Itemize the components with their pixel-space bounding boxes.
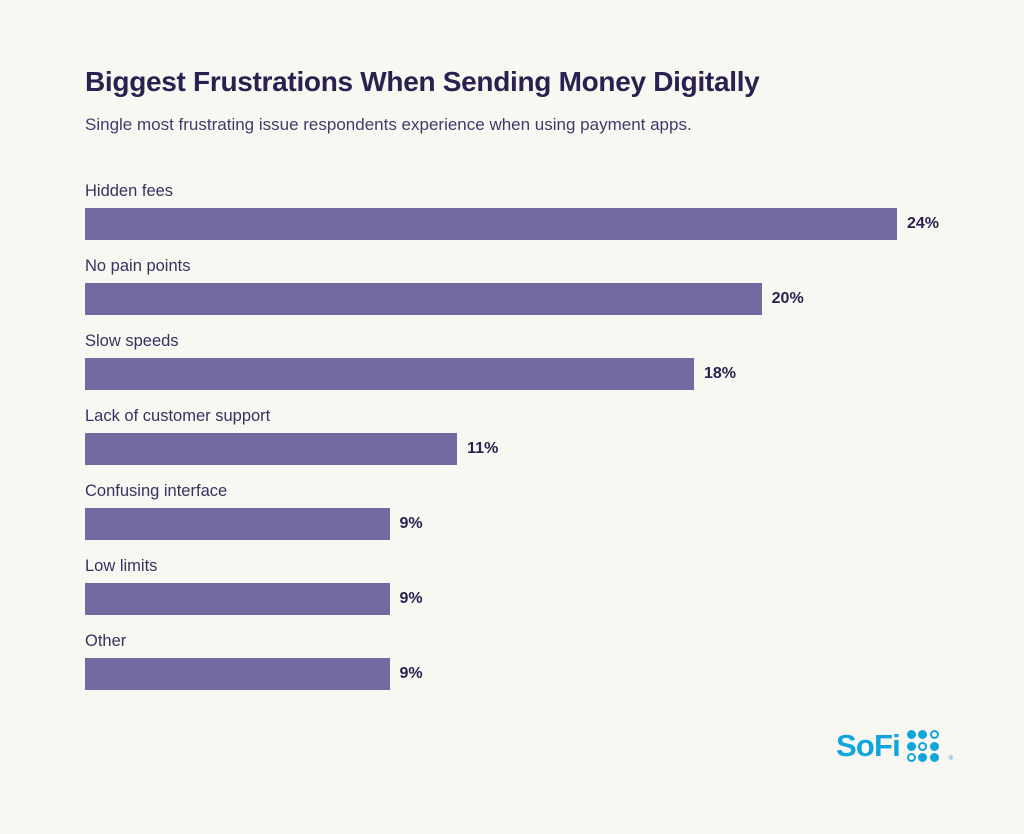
bar-row: Low limits 9%: [85, 558, 985, 620]
logo-dot: [906, 741, 916, 751]
bar-category-label: Slow speeds: [85, 332, 179, 350]
trademark-symbol: ®: [948, 756, 953, 762]
logo-dot: [918, 730, 928, 739]
logo-dot: [918, 753, 928, 762]
bar-category-label: Lack of customer support: [85, 407, 271, 425]
bar-chart-plot: Hidden fees 24% No pain points 20% Slow spee…: [85, 183, 985, 703]
page-title: Biggest Frustrations When Sending Money …: [85, 66, 760, 97]
bar-category-label: Low limits: [85, 557, 158, 575]
bar-fill: [85, 658, 390, 690]
bar-value-label: 24%: [907, 215, 940, 232]
bar-fill: [85, 508, 390, 540]
bar-row: Confusing interface 9%: [85, 483, 985, 545]
bar-fill: [85, 583, 390, 615]
bar-value-label: 9%: [399, 665, 423, 682]
sofi-logo: SoFi ®: [836, 724, 953, 766]
bar-row: Lack of customer support 11%: [85, 408, 985, 470]
bar-category-label: No pain points: [85, 257, 191, 275]
bar-value-label: 9%: [399, 590, 423, 607]
bar-row: Slow speeds 18%: [85, 333, 985, 395]
chart-subtitle: Single most frustrating issue respondent…: [85, 115, 692, 135]
sofi-dot-grid-icon: [906, 730, 939, 762]
bar-track: 9%: [85, 658, 985, 690]
logo-dot: [929, 730, 939, 739]
logo-dot: [929, 753, 939, 762]
bar-value-label: 20%: [771, 290, 804, 307]
bar-fill: [85, 283, 762, 315]
bar-track: 9%: [85, 508, 985, 540]
bar-fill: [85, 208, 897, 240]
bar-category-label: Hidden fees: [85, 182, 174, 200]
bar-value-label: 9%: [399, 515, 423, 532]
bar-fill: [85, 358, 694, 390]
sofi-wordmark: SoFi: [836, 727, 901, 763]
chart-header: Biggest Frustrations When Sending Money …: [85, 66, 965, 136]
bar-category-label: Other: [85, 632, 127, 650]
bar-track: 11%: [85, 433, 985, 465]
bar-category-label: Confusing interface: [85, 482, 228, 500]
bar-track: 24%: [85, 208, 985, 240]
bar-track: 9%: [85, 583, 985, 615]
logo-dot: [929, 741, 939, 751]
bar-track: 20%: [85, 283, 985, 315]
logo-dot: [906, 753, 916, 762]
bar-row: No pain points 20%: [85, 258, 985, 320]
bar-row: Other 9%: [85, 633, 985, 695]
logo-dot: [906, 730, 916, 739]
bar-track: 18%: [85, 358, 985, 390]
bar-row: Hidden fees 24%: [85, 183, 985, 245]
logo-dot: [918, 741, 928, 751]
bar-fill: [85, 433, 458, 465]
bar-value-label: 18%: [704, 365, 737, 382]
bar-value-label: 11%: [467, 440, 499, 457]
